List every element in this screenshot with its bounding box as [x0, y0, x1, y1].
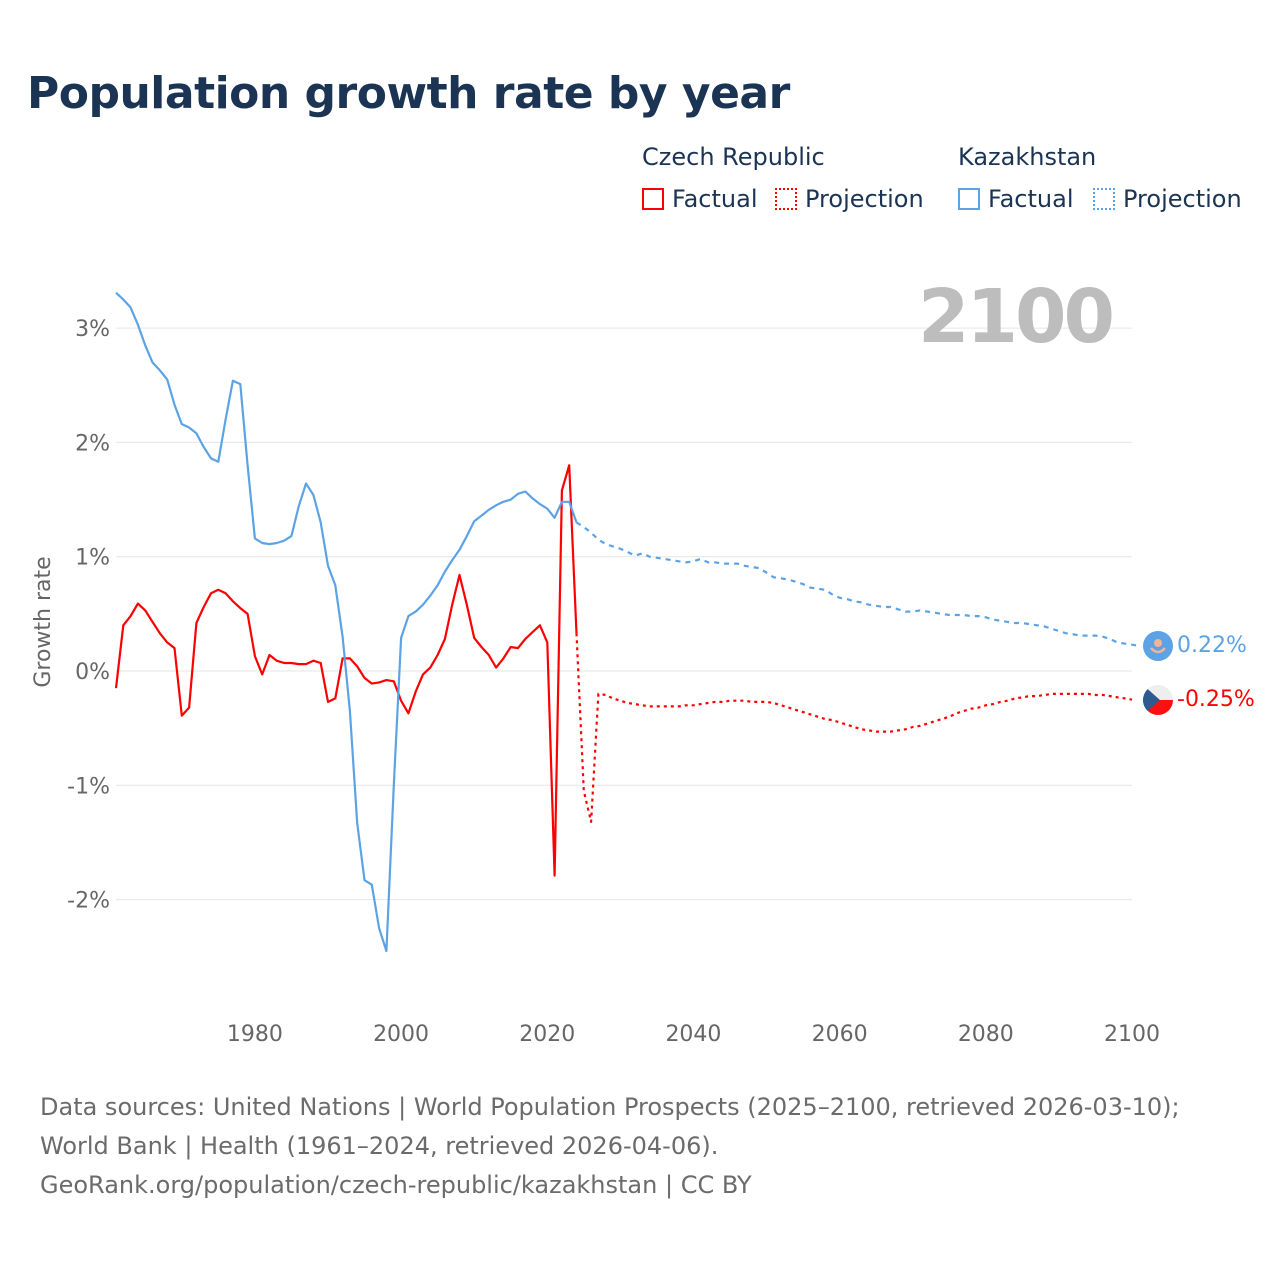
y-axis-ticks: 3% 2% 1% 0% -1% -2%: [67, 317, 110, 914]
legend-label: Projection: [805, 185, 924, 213]
series-line-kazakhstan-projection: [575, 521, 1140, 647]
y-tick-label: -1%: [67, 774, 110, 799]
footer: Data sources: United Nations | World Pop…: [40, 1088, 1240, 1205]
data-sources: Data sources: United Nations | World Pop…: [40, 1093, 1180, 1160]
series-line-kazakhstan-factual: [115, 291, 578, 953]
x-tick-label: 2100: [1104, 1022, 1160, 1047]
y-tick-label: 3%: [75, 317, 110, 342]
legend-label: Factual: [988, 185, 1074, 213]
solid-swatch-icon: [642, 188, 664, 210]
y-tick-label: -2%: [67, 889, 110, 914]
series-lines: [114, 291, 1140, 953]
end-label-kazakhstan: 0.22%: [1177, 633, 1247, 658]
gridlines: [116, 327, 1132, 901]
solid-swatch-icon: [958, 188, 980, 210]
legend-label: Factual: [672, 185, 758, 213]
y-tick-label: 1%: [75, 546, 110, 571]
x-tick-label: 2000: [373, 1022, 429, 1047]
dotted-swatch-icon: [775, 188, 797, 210]
x-tick-label: 2060: [812, 1022, 868, 1047]
source-link[interactable]: GeoRank.org/population/czech-republic/ka…: [40, 1171, 752, 1199]
chart-title: Population growth rate by year: [27, 68, 790, 119]
legend-kazakhstan-factual[interactable]: Factual: [958, 185, 1074, 213]
series-line-czech-republic-factual: [114, 464, 578, 877]
legend-label: Projection: [1123, 185, 1242, 213]
year-watermark: 2100: [918, 274, 1112, 360]
x-tick-label: 2040: [665, 1022, 721, 1047]
x-tick-label: 2020: [519, 1022, 575, 1047]
legend-czech-factual[interactable]: Factual: [642, 185, 758, 213]
series-line-czech-republic-projection: [575, 633, 1133, 823]
legend-czech-name: Czech Republic: [642, 143, 825, 171]
y-axis-label: Growth rate: [31, 556, 56, 687]
end-label-czech: -0.25%: [1177, 687, 1255, 712]
legend-kazakhstan-name: Kazakhstan: [958, 143, 1097, 171]
x-tick-label: 1980: [227, 1022, 283, 1047]
legend-czech-projection[interactable]: Projection: [775, 185, 924, 213]
x-axis-ticks: 1980 2000 2020 2040 2060 2080 2100: [227, 1022, 1160, 1047]
dotted-swatch-icon: [1093, 188, 1115, 210]
flag-kazakhstan-icon: [1143, 631, 1173, 661]
y-tick-label: 0%: [75, 660, 110, 685]
y-tick-label: 2%: [75, 431, 110, 456]
flag-czech-icon: [1143, 685, 1173, 715]
x-tick-label: 2080: [958, 1022, 1014, 1047]
legend-kazakhstan-projection[interactable]: Projection: [1093, 185, 1242, 213]
